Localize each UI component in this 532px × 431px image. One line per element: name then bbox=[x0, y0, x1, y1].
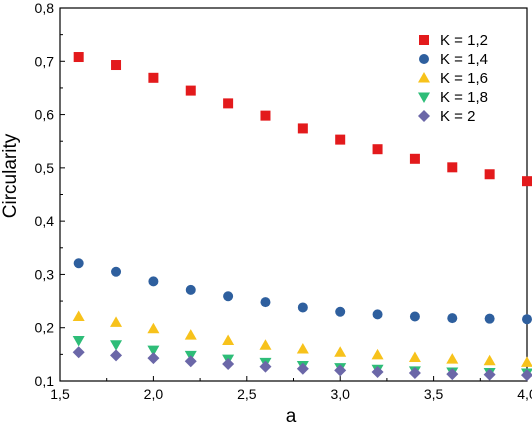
data-point bbox=[483, 354, 496, 366]
y-axis-ticks: 0,1 0,2 0,3 0,4 0,5 0,6 0,7 0,8 bbox=[35, 0, 65, 389]
legend-label: K = 1,6 bbox=[440, 70, 488, 87]
data-point bbox=[223, 291, 234, 302]
legend-item: K = 1,8 bbox=[418, 89, 488, 106]
data-point bbox=[447, 313, 458, 324]
data-point bbox=[446, 368, 459, 381]
y-tick-label: 0,7 bbox=[35, 53, 55, 69]
data-point bbox=[484, 169, 495, 180]
data-point bbox=[521, 369, 532, 382]
data-point bbox=[259, 360, 272, 373]
data-point bbox=[522, 176, 532, 187]
legend-label: K = 1,2 bbox=[440, 32, 488, 49]
data-point bbox=[185, 85, 196, 96]
data-point bbox=[447, 162, 458, 173]
data-point bbox=[260, 110, 271, 121]
y-tick-label: 0,3 bbox=[35, 266, 55, 282]
data-point bbox=[111, 60, 122, 71]
x-tick-label: 2,0 bbox=[144, 386, 164, 402]
legend-marker bbox=[418, 110, 430, 122]
data-point bbox=[72, 310, 85, 322]
series-3 bbox=[72, 310, 532, 367]
data-point bbox=[409, 311, 420, 322]
data-point bbox=[111, 266, 122, 277]
y-tick-label: 0,1 bbox=[35, 373, 55, 389]
data-point bbox=[334, 346, 347, 357]
legend-label: K = 1,4 bbox=[440, 51, 488, 68]
legend-item: K = 1,4 bbox=[419, 51, 488, 68]
data-points bbox=[72, 52, 532, 382]
data-point bbox=[409, 153, 420, 164]
data-point bbox=[260, 297, 271, 308]
legend-item: K = 1,2 bbox=[419, 32, 488, 49]
data-point bbox=[110, 316, 123, 327]
data-point bbox=[296, 362, 309, 375]
data-point bbox=[446, 353, 459, 364]
y-axis-label: Circularity bbox=[0, 133, 21, 218]
series-2 bbox=[73, 258, 532, 325]
data-point bbox=[222, 357, 235, 370]
data-point bbox=[73, 258, 84, 269]
data-point bbox=[259, 339, 272, 350]
data-point bbox=[371, 348, 384, 360]
data-point bbox=[184, 329, 197, 340]
x-axis-ticks: 1,5 2,0 2,5 3,0 3,5 4,0 bbox=[50, 376, 532, 402]
data-point bbox=[148, 72, 159, 83]
legend-marker bbox=[418, 92, 430, 103]
data-point bbox=[297, 302, 308, 313]
data-point bbox=[72, 336, 85, 347]
legend-marker bbox=[418, 72, 430, 83]
y-tick-label: 0,2 bbox=[35, 320, 55, 336]
data-point bbox=[148, 276, 159, 287]
legend-marker bbox=[419, 54, 429, 64]
legend-item: K = 2 bbox=[418, 108, 475, 125]
y-tick-label: 0,5 bbox=[35, 160, 55, 176]
data-point bbox=[372, 309, 383, 320]
data-point bbox=[483, 368, 496, 381]
data-point bbox=[147, 352, 160, 365]
legend: K = 1,2 K = 1,4 K = 1,6 K = 1,8 K = 2 bbox=[418, 32, 488, 125]
data-point bbox=[73, 52, 84, 63]
data-point bbox=[185, 284, 196, 295]
data-point bbox=[335, 306, 346, 317]
data-point bbox=[223, 98, 234, 109]
data-point bbox=[408, 367, 421, 380]
data-point bbox=[372, 144, 383, 155]
y-tick-label: 0,8 bbox=[35, 0, 55, 16]
data-point bbox=[371, 365, 384, 378]
series-5 bbox=[72, 346, 532, 382]
data-point bbox=[147, 345, 160, 357]
data-point bbox=[297, 123, 308, 134]
legend-marker bbox=[419, 35, 429, 45]
data-point bbox=[110, 349, 123, 362]
data-point bbox=[184, 355, 197, 368]
legend-item: K = 1,6 bbox=[418, 70, 488, 87]
data-point bbox=[72, 346, 85, 359]
data-point bbox=[222, 334, 235, 346]
data-point bbox=[408, 351, 421, 363]
x-axis-label: a bbox=[286, 406, 297, 427]
data-point bbox=[334, 364, 347, 377]
data-point bbox=[296, 343, 309, 354]
x-tick-label: 3,0 bbox=[330, 386, 350, 402]
data-point bbox=[335, 134, 346, 145]
y-tick-label: 0,6 bbox=[35, 107, 55, 123]
data-point bbox=[147, 322, 160, 334]
legend-label: K = 2 bbox=[440, 108, 475, 125]
data-point bbox=[484, 313, 495, 324]
data-point bbox=[521, 356, 532, 367]
x-tick-label: 1,5 bbox=[50, 386, 70, 402]
x-tick-label: 4,0 bbox=[517, 386, 532, 402]
data-point bbox=[522, 314, 532, 325]
data-point bbox=[110, 340, 123, 351]
y-tick-label: 0,4 bbox=[35, 213, 55, 229]
x-tick-label: 2,5 bbox=[237, 386, 257, 402]
legend-label: K = 1,8 bbox=[440, 89, 488, 106]
series-1 bbox=[73, 52, 532, 187]
x-tick-label: 3,5 bbox=[424, 386, 444, 402]
